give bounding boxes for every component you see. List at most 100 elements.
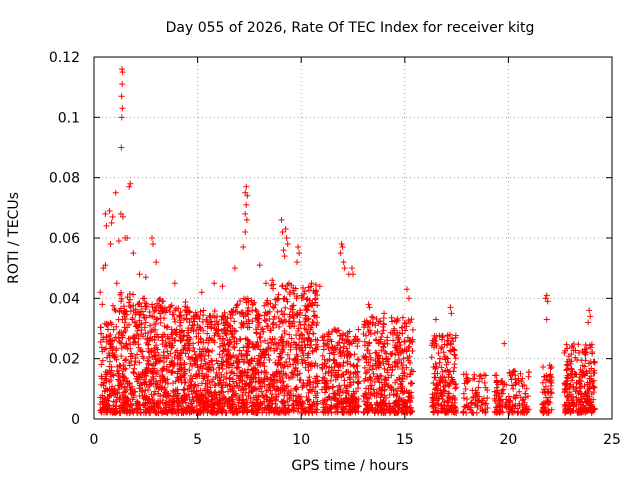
data-point — [259, 325, 266, 332]
data-point — [187, 360, 194, 367]
data-point — [517, 394, 524, 401]
data-point — [520, 406, 527, 413]
data-point — [438, 376, 445, 383]
data-point — [126, 302, 133, 309]
data-point — [289, 303, 296, 310]
data-point — [355, 326, 362, 333]
data-point — [384, 369, 391, 376]
data-point — [250, 341, 257, 348]
data-point — [320, 374, 327, 381]
data-point — [226, 339, 233, 346]
data-point — [337, 250, 344, 257]
data-point — [378, 404, 385, 411]
data-point — [322, 379, 329, 386]
data-point — [508, 376, 515, 383]
data-point — [247, 395, 254, 402]
data-point — [347, 408, 354, 415]
data-point — [294, 408, 301, 415]
data-point — [264, 309, 271, 316]
data-point — [313, 373, 320, 380]
data-point — [185, 404, 192, 411]
data-point — [184, 385, 191, 392]
data-point — [439, 336, 446, 343]
data-point — [382, 375, 389, 382]
data-point — [233, 302, 240, 309]
data-point — [134, 327, 141, 334]
data-point — [166, 304, 173, 311]
data-point — [380, 343, 387, 350]
data-point — [119, 402, 126, 409]
data-point — [130, 250, 137, 257]
data-point — [283, 286, 290, 293]
data-point — [493, 372, 500, 379]
data-point — [128, 383, 135, 390]
data-point — [543, 292, 550, 299]
data-point — [241, 358, 248, 365]
data-point — [398, 324, 405, 331]
data-point — [338, 406, 345, 413]
data-point — [352, 338, 359, 345]
data-point — [397, 381, 404, 388]
data-point — [364, 347, 371, 354]
data-point — [428, 354, 435, 361]
data-point — [100, 265, 107, 272]
data-point — [139, 348, 146, 355]
data-point — [304, 397, 311, 404]
data-point — [157, 295, 164, 302]
data-point — [566, 389, 573, 396]
data-point — [197, 325, 204, 332]
data-point — [283, 235, 290, 241]
y-tick-label: 0.04 — [49, 291, 80, 307]
data-point — [591, 405, 598, 412]
data-point — [269, 391, 276, 398]
data-point — [182, 366, 189, 373]
data-point — [547, 382, 554, 389]
data-point — [389, 330, 396, 337]
data-point — [275, 360, 282, 367]
data-point — [256, 334, 263, 341]
data-point — [307, 301, 314, 308]
data-point — [522, 390, 529, 397]
data-point — [174, 361, 181, 368]
data-point — [264, 375, 271, 382]
data-point — [196, 367, 203, 374]
data-point — [175, 305, 182, 312]
data-point — [177, 373, 184, 380]
data-point — [377, 372, 384, 379]
data-point — [252, 315, 259, 322]
data-point — [163, 342, 170, 349]
data-point — [102, 262, 109, 269]
data-point — [155, 296, 162, 303]
data-point — [220, 326, 227, 333]
data-point — [588, 409, 595, 416]
data-point — [226, 375, 233, 382]
data-point — [579, 372, 586, 379]
data-point — [99, 406, 106, 413]
data-point — [221, 325, 228, 332]
data-point — [483, 400, 490, 407]
data-point — [484, 387, 491, 394]
data-point — [283, 342, 290, 349]
data-point — [193, 333, 200, 340]
data-point — [563, 362, 570, 369]
data-point — [452, 334, 459, 341]
data-point — [191, 318, 198, 325]
data-point — [267, 345, 274, 352]
data-point — [546, 399, 553, 406]
data-point — [269, 336, 276, 343]
data-point — [125, 299, 132, 306]
data-point — [282, 371, 289, 378]
data-point — [586, 379, 593, 386]
data-point — [310, 308, 317, 315]
data-point — [468, 399, 475, 406]
data-point — [583, 391, 590, 398]
data-point — [149, 327, 156, 334]
data-point — [302, 359, 309, 366]
data-point — [340, 409, 347, 416]
data-point — [98, 361, 105, 368]
data-point — [270, 304, 277, 311]
data-point — [220, 389, 227, 396]
data-point — [361, 408, 368, 415]
data-point — [279, 282, 286, 289]
data-point — [343, 387, 350, 394]
